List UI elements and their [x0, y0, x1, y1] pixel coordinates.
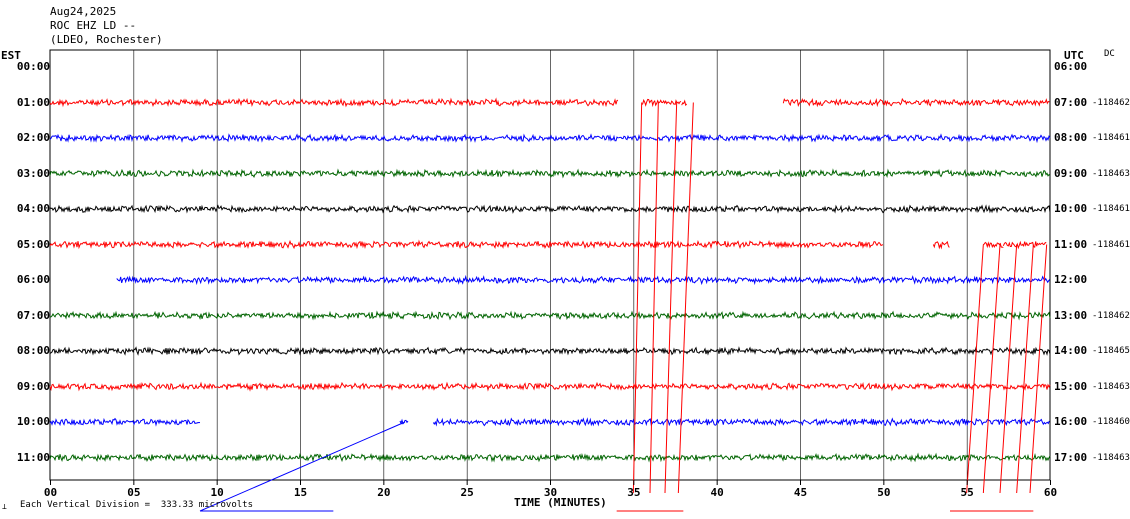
est-label: 05:00	[16, 237, 50, 251]
x-tick-label: 40	[711, 486, 724, 499]
header-date: Aug24,2025	[50, 5, 117, 18]
glitch-line	[664, 102, 678, 494]
trace-segment	[49, 310, 1051, 321]
footer-scale: Each Vertical Division = 333.33 microvol…	[20, 500, 253, 510]
est-label: 11:00	[16, 450, 50, 464]
glitch-line	[999, 244, 1018, 494]
trace-segment	[782, 97, 1050, 108]
trace-segment	[49, 239, 884, 250]
utc-label: 10:00	[1054, 202, 1088, 215]
trace-segment	[49, 381, 1051, 392]
trace-segment	[932, 240, 950, 250]
utc-label: 11:00	[1054, 237, 1088, 251]
utc-label: 09:00	[1054, 166, 1088, 180]
x-tick-label: 10	[211, 486, 224, 499]
utc-label: 13:00	[1054, 308, 1088, 322]
grid	[49, 49, 1051, 481]
trace-segment	[674, 99, 682, 106]
utc-label: 15:00	[1054, 379, 1088, 393]
x-tick-label: 30	[544, 486, 557, 499]
dc-offset: -1184635	[1092, 381, 1130, 392]
glitch-lines	[199, 102, 1048, 512]
dc-label: DC	[1104, 49, 1115, 59]
x-tick-label: 60	[1044, 486, 1057, 499]
traces	[49, 97, 1051, 463]
utc-label: 07:00	[1054, 95, 1088, 109]
x-axis: 00 05 10 15 20 25 30 35 40 45 50 55 60	[44, 480, 1057, 499]
glitch-line	[199, 421, 406, 512]
glitch-line	[677, 102, 694, 494]
trace-segment	[1021, 241, 1039, 248]
plot-frame	[49, 49, 1051, 481]
est-label: 02:00	[16, 131, 50, 144]
trace-segment	[49, 97, 619, 108]
trace-segment	[681, 99, 688, 107]
dc-offset: -1184625	[1092, 310, 1130, 321]
est-label: 09:00	[16, 379, 50, 393]
trace-segment	[1037, 242, 1047, 246]
utc-label: 08:00	[1054, 131, 1088, 144]
header-station: ROC EHZ LD --	[50, 19, 137, 32]
glitch-line	[982, 244, 1001, 494]
x-axis-label: TIME (MINUTES)	[514, 496, 607, 509]
est-label: 01:00	[16, 95, 50, 109]
trace-segment	[116, 274, 1051, 286]
trace-segment	[983, 241, 1004, 249]
est-label: 03:00	[16, 166, 50, 180]
est-label: 10:00	[16, 415, 50, 428]
left-axis-title: EST	[1, 49, 21, 62]
est-label: 06:00	[16, 273, 50, 286]
dc-offset: -1184618	[1092, 204, 1130, 214]
trace-segment	[49, 168, 1051, 179]
utc-label: 12:00	[1054, 273, 1088, 286]
dc-offset: -1184604	[1092, 417, 1130, 427]
dc-offset: -1184624	[1092, 97, 1130, 108]
x-tick-label: 15	[294, 486, 307, 499]
glitch-line	[632, 102, 643, 494]
x-tick-label: 00	[44, 486, 57, 499]
utc-label: 16:00	[1054, 415, 1088, 428]
x-tick-label: 45	[794, 486, 807, 499]
right-axis-title: UTC	[1064, 49, 1084, 62]
trace-segment	[641, 98, 675, 108]
trace-segment	[49, 204, 1051, 214]
trace-segment	[49, 346, 1051, 357]
x-tick-label: 35	[627, 486, 640, 499]
trace-segment	[432, 417, 1050, 427]
trace-segment	[49, 133, 1051, 144]
x-tick-label: 20	[377, 486, 390, 499]
glitch-line	[966, 244, 984, 494]
header-network: (LDEO, Rochester)	[50, 33, 163, 46]
dc-offset: -1184632	[1092, 168, 1130, 179]
glitch-line	[649, 102, 659, 494]
trace-segment	[49, 452, 1051, 463]
x-tick-label: 55	[961, 486, 974, 499]
est-label: 08:00	[16, 344, 50, 357]
est-label: 00:00	[16, 60, 50, 73]
utc-label: 17:00	[1054, 450, 1088, 464]
glitch-line	[1016, 244, 1034, 494]
trace-segment	[1002, 240, 1022, 250]
trace-segment	[49, 417, 201, 427]
x-tick-label: 25	[461, 486, 474, 499]
utc-label: 06:00	[1054, 60, 1088, 73]
est-label: 04:00	[16, 202, 50, 215]
utc-label: 14:00	[1054, 344, 1088, 357]
footer-mark: ⟂	[2, 502, 7, 511]
x-tick-label: 05	[127, 486, 140, 499]
glitch-line	[1029, 244, 1048, 494]
x-tick-label: 50	[877, 486, 890, 499]
est-label: 07:00	[16, 308, 50, 322]
